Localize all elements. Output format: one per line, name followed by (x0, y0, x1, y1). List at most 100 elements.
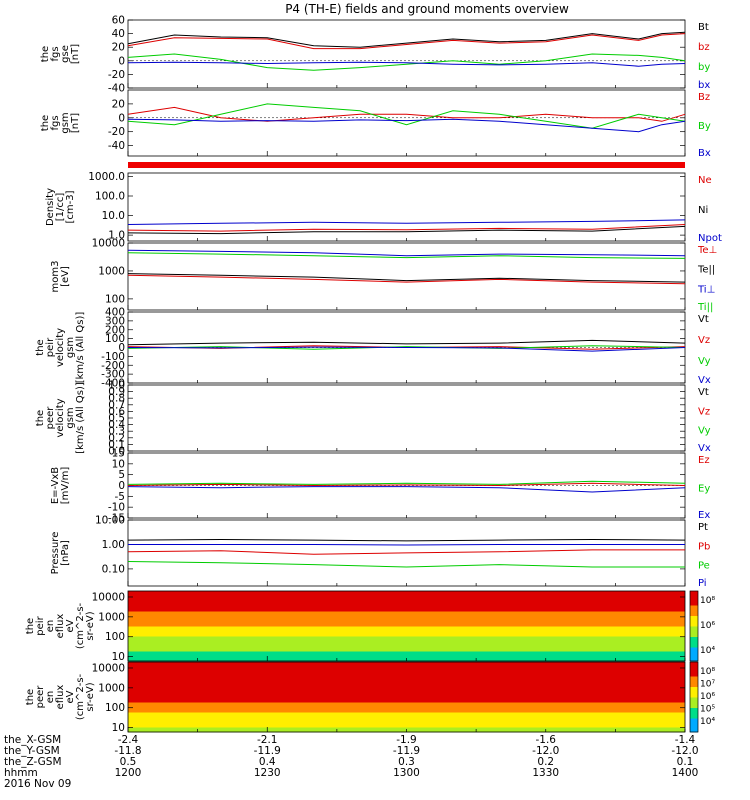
legend-entry: Ex (698, 510, 710, 521)
y-axis-label-line: [km/s (All Qs)] (75, 312, 86, 384)
y-tick-label: 40 (112, 28, 125, 40)
x-tick-label: -11.8 (114, 745, 141, 757)
colorbar-step (690, 636, 698, 641)
y-axis-label-line: [1/cc] (55, 193, 66, 222)
series-line-Ni (127, 225, 686, 235)
y-axis-label-line: fgs (50, 115, 61, 130)
y-axis-label-line: gsm (60, 112, 71, 133)
y-tick-label: 100 (105, 333, 125, 345)
colorbar-frame (689, 661, 699, 733)
y-tick-label: 5 (118, 469, 125, 481)
series-line-Pe (127, 561, 685, 568)
panel-p8: 10.00 1.00 0.10 Pressure [nPa] Pt Pb Pe Pi (50, 515, 710, 590)
y-tick-label: 0.9 (108, 386, 125, 398)
y-axis-label: Pressure [nPa] (50, 532, 71, 575)
x-axis-row-label: the_X-GSM (4, 734, 61, 746)
legend-entry: Vz (698, 335, 710, 346)
y-tick-label: 200 (105, 324, 125, 336)
x-axis-row-label: 2016 Nov 09 (4, 778, 71, 790)
y-axis-label-line: the (40, 46, 51, 62)
y-tick-label: 10.00 (95, 515, 125, 527)
x-tick-label: -1.6 (536, 734, 557, 746)
y-axis-label-line: peir (35, 615, 46, 635)
y-tick-label: -200 (101, 360, 125, 372)
y-tick-label: 1000 (98, 265, 125, 277)
colorbar-step (690, 725, 698, 729)
legend-entry: By (698, 121, 711, 132)
legend-entry: Te⊥ (697, 245, 717, 256)
status-bar-fill (128, 162, 685, 168)
colorbar-step (690, 643, 698, 648)
x-tick-label: -11.9 (393, 745, 420, 757)
colorbar-step (690, 679, 698, 684)
colorbar-step (690, 650, 698, 655)
heatmap-band (128, 682, 685, 688)
plot-title: P4 (TH-E) fields and ground moments over… (285, 2, 569, 16)
colorbar-step (690, 629, 698, 634)
y-axis-label-line: velocity (55, 398, 66, 437)
y-axis-label-line: peer (35, 685, 46, 709)
legend-entry: Ni (698, 205, 708, 216)
x-tick-label: -2.1 (257, 734, 278, 746)
legend-entry: Vy (698, 426, 711, 437)
colorbar-step (690, 693, 698, 698)
legend-entry: by (698, 62, 710, 73)
series-line-Ne (127, 224, 686, 232)
y-axis-label: the peer en eflux eV (cm^2-s-sr-eV) (25, 673, 96, 720)
y-axis-label: the peir en eflux eV (cm^2-s-sr-eV) (25, 602, 96, 649)
y-axis-label-line: en (45, 691, 56, 704)
y-tick-label: 0.6 (108, 406, 125, 418)
colorbar-step (690, 633, 698, 637)
y-tick-label: 0 (118, 112, 125, 124)
heatmap-band (128, 667, 685, 673)
colorbar-tick-label: 10⁶ (700, 621, 715, 631)
series-line-Te (127, 274, 686, 285)
x-tick-label: 1200 (115, 767, 142, 779)
y-tick-label: 0 (118, 55, 125, 67)
panel-p2: 20 0 -20 -40 the fgs gsm [nT] Bz By Bx (40, 89, 711, 159)
y-tick-label: 0.2 (108, 432, 125, 444)
x-tick-label: 0.5 (120, 756, 137, 768)
colorbar-tick-label: 10⁵ (700, 705, 715, 715)
series-line-Ti (127, 252, 686, 259)
series-line-Vy (127, 345, 686, 350)
y-tick-label: 0.8 (108, 393, 125, 405)
heatmap-band (128, 621, 685, 627)
y-tick-label: -15 (108, 513, 125, 525)
colorbar-tick-label: 10⁷ (700, 680, 715, 690)
y-tick-label: 1000 (98, 682, 125, 694)
x-tick-label: 0.3 (398, 756, 415, 768)
legend-entry: Vy (698, 356, 711, 367)
series-line-Te (127, 273, 686, 283)
y-axis-label: the peer velocity gsm [km/s (All Qs)] (35, 382, 86, 454)
y-axis-label-line: sr-eV) (85, 611, 96, 640)
panel-frame (127, 384, 686, 452)
series-line-Pb (127, 549, 685, 555)
y-tick-label: 1000 (98, 611, 125, 623)
heatmap-band (128, 677, 685, 683)
series-line-Pt (127, 538, 686, 542)
legend-entry: Vx (698, 375, 711, 386)
y-axis-label-line: [eV] (60, 266, 71, 287)
heatmap-band (128, 626, 685, 632)
y-tick-label: 20 (112, 98, 125, 110)
heatmap-band (128, 631, 685, 637)
y-tick-label: 1.0 (108, 380, 125, 392)
y-axis-label-line: [km/s (All Qs)] (75, 382, 86, 454)
heatmap-band (128, 662, 685, 668)
series-line-bz (127, 33, 686, 50)
y-tick-label: 0.10 (102, 563, 125, 575)
colorbar-step (690, 615, 698, 620)
heatmap-band (128, 712, 685, 718)
series-line-By (127, 103, 686, 129)
y-axis-label-line: Pressure (50, 532, 61, 575)
x-tick-label: -12.0 (532, 745, 559, 757)
series-line-Bz (127, 106, 686, 122)
y-tick-label: 10 (112, 651, 125, 663)
panel-p6: 1.00.90.80.70.60.50.40.30.20.10.0 the peer… (35, 380, 711, 458)
colorbar-step (690, 728, 698, 733)
y-axis-label-line: eflux (55, 614, 66, 639)
y-tick-label: -10 (108, 502, 125, 514)
colorbar-step (690, 622, 698, 627)
